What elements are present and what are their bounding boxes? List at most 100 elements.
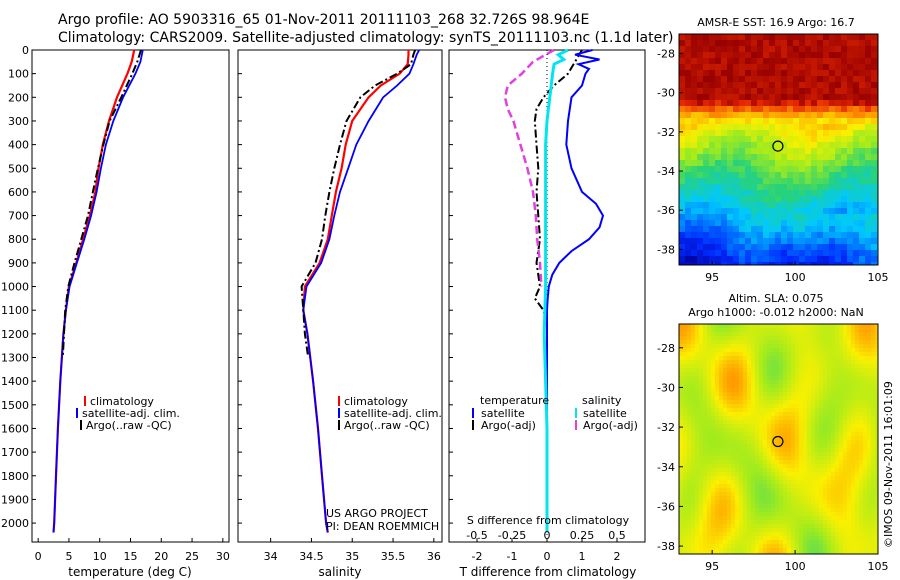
sst-cell [733, 58, 740, 65]
sst-cell [679, 106, 686, 113]
sst-cell [703, 160, 710, 167]
sst-cell [691, 214, 698, 221]
sst-cell [793, 256, 800, 263]
sst-cell [823, 124, 830, 131]
sla-cell [867, 328, 872, 333]
sla-cell [711, 488, 716, 493]
sla-cell [727, 352, 732, 357]
sla-cell [775, 472, 780, 477]
sla-cell [847, 360, 852, 365]
sst-cell [799, 196, 806, 203]
sst-cell [679, 94, 686, 101]
sla-cell [831, 328, 836, 333]
sla-cell [867, 396, 872, 401]
sla-cell [819, 496, 824, 501]
sla-cell [859, 444, 864, 449]
sla-cell [795, 492, 800, 497]
sst-cell [709, 220, 716, 227]
sst-cell [739, 160, 746, 167]
sla-cell [815, 388, 820, 393]
sst-cell [709, 124, 716, 131]
sla-cell [855, 448, 860, 453]
sla-cell [727, 480, 732, 485]
sst-cell [775, 196, 782, 203]
sla-cell [851, 496, 856, 501]
sla-cell [819, 384, 824, 389]
sla-cell [835, 496, 840, 501]
sla-cell [847, 328, 852, 333]
sla-cell [703, 540, 708, 545]
sla-cell [815, 448, 820, 453]
sla-cell [839, 392, 844, 397]
sla-cell [863, 468, 868, 473]
sst-cell [697, 256, 704, 263]
sla-cell [695, 524, 700, 529]
sla-cell [791, 392, 796, 397]
sla-cell [859, 472, 864, 477]
sst-cell [763, 118, 770, 125]
sst-cell [697, 148, 704, 155]
sla-cell [763, 328, 768, 333]
sla-cell [723, 552, 728, 554]
sst-cell [847, 70, 854, 77]
sla-cell [763, 376, 768, 381]
sla-cell [843, 348, 848, 353]
sst-cell [799, 172, 806, 179]
sla-cell [739, 500, 744, 505]
sst-cell [691, 124, 698, 131]
sla-cell [683, 488, 688, 493]
sla-cell [699, 468, 704, 473]
sla-cell [811, 328, 816, 333]
sst-cell [745, 196, 752, 203]
sla-cell [763, 412, 768, 417]
sst-cell [769, 58, 776, 65]
sst-cell [715, 40, 722, 47]
sla-cell [799, 492, 804, 497]
sst-cell [805, 238, 812, 245]
sst-cell [763, 34, 770, 41]
sst-map-title: AMSR-E SST: 16.9 Argo: 16.7 [697, 16, 855, 29]
sla-cell [775, 548, 780, 553]
sst-cell [739, 148, 746, 155]
sla-cell [871, 352, 876, 357]
sla-cell [795, 496, 800, 501]
sla-cell [847, 512, 852, 517]
sla-cell [727, 532, 732, 537]
sla-cell [739, 432, 744, 437]
sla-cell [783, 388, 788, 393]
sst-xtick-label: 105 [868, 271, 889, 284]
sla-cell [695, 368, 700, 373]
sla-cell [711, 504, 716, 509]
sla-cell [727, 456, 732, 461]
sst-cell [853, 148, 860, 155]
sla-cell [811, 488, 816, 493]
sla-cell [851, 440, 856, 445]
sla-cell [811, 500, 816, 505]
sst-cell [805, 244, 812, 251]
sla-cell [851, 480, 856, 485]
sla-cell [739, 400, 744, 405]
sst-cell [739, 100, 746, 107]
sla-cell [867, 352, 872, 357]
sst-cell [781, 40, 788, 47]
sla-cell [811, 452, 816, 457]
sla-cell [875, 448, 878, 453]
sla-cell [783, 496, 788, 501]
sla-cell [863, 516, 868, 521]
sla-cell [783, 456, 788, 461]
s-diff-line-argo [503, 48, 555, 287]
sla-cell [847, 352, 852, 357]
sst-cell [697, 154, 704, 161]
sst-cell [847, 250, 854, 257]
depth-tick-label: 900 [8, 257, 29, 270]
sla-cell [835, 392, 840, 397]
sst-cell [733, 154, 740, 161]
sst-ytick-label: -36 [657, 204, 675, 217]
sla-cell [783, 356, 788, 361]
sst-cell [781, 238, 788, 245]
sla-cell [803, 420, 808, 425]
sla-cell [727, 424, 732, 429]
sst-cell [721, 184, 728, 191]
sla-cell [711, 452, 716, 457]
sst-ytick-label: -30 [657, 87, 675, 100]
